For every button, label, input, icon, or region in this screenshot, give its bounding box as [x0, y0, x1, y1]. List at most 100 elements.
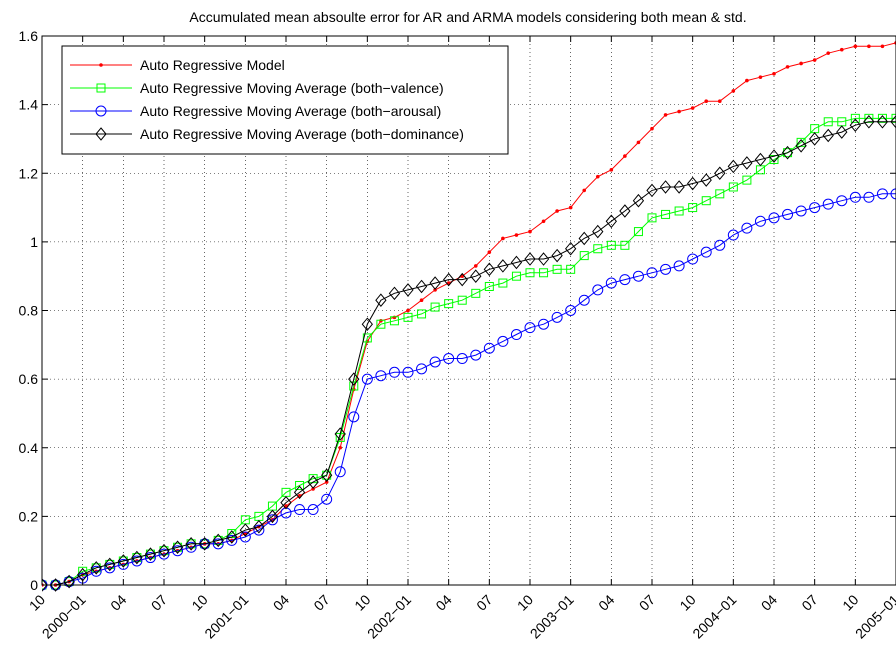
- chart-title: Accumulated mean absoulte error for AR a…: [189, 9, 746, 25]
- data-point: [731, 89, 736, 93]
- data-point: [823, 117, 833, 127]
- data-point: [334, 466, 346, 478]
- data-point: [551, 311, 563, 323]
- data-point: [742, 175, 752, 185]
- data-point: [541, 219, 546, 224]
- data-point: [650, 126, 654, 131]
- data-point: [64, 577, 74, 587]
- y-tick-label: 0.2: [19, 508, 39, 524]
- series-4: [42, 115, 896, 592]
- data-point: [839, 47, 844, 52]
- data-point: [539, 268, 549, 278]
- data-point: [433, 288, 437, 292]
- data-point: [551, 248, 563, 263]
- y-tick-label: 0.4: [19, 440, 39, 456]
- data-point: [338, 445, 343, 450]
- data-point: [95, 105, 107, 117]
- data-point: [444, 299, 454, 309]
- data-point: [592, 284, 604, 296]
- data-point: [633, 227, 643, 237]
- data-point: [99, 63, 103, 67]
- data-point: [537, 252, 550, 266]
- data-point: [876, 115, 889, 129]
- data-point: [514, 233, 519, 237]
- data-point: [117, 558, 129, 570]
- data-point: [388, 366, 400, 378]
- y-tick-label: 1.6: [19, 28, 39, 44]
- data-point: [606, 240, 616, 250]
- data-point: [768, 212, 780, 224]
- legend-entry: Auto Regressive Moving Average (both−aro…: [70, 103, 441, 119]
- x-tick-label: 04: [758, 591, 780, 613]
- data-point: [104, 562, 116, 574]
- data-point: [131, 550, 143, 565]
- y-tick-label: 0.8: [19, 303, 39, 319]
- data-point: [266, 509, 279, 524]
- data-point: [226, 530, 238, 544]
- series-layer: [42, 41, 896, 592]
- data-point: [595, 174, 600, 179]
- data-point: [457, 295, 467, 305]
- data-point: [700, 246, 712, 258]
- data-point: [701, 196, 711, 206]
- data-point: [768, 149, 780, 163]
- data-point: [524, 252, 536, 266]
- data-point: [582, 188, 587, 193]
- legend-label: Auto Regressive Moving Average (both−val…: [140, 80, 444, 96]
- data-point: [555, 209, 559, 213]
- x-tick-label: 2001−01: [201, 591, 251, 641]
- data-point: [796, 137, 806, 147]
- data-point: [754, 215, 766, 227]
- data-point: [728, 182, 738, 192]
- data-point: [661, 209, 671, 219]
- x-tick-label: 10: [351, 591, 373, 613]
- data-point: [566, 264, 576, 274]
- data-point: [470, 269, 482, 283]
- data-point: [226, 534, 238, 546]
- data-point: [647, 213, 657, 223]
- data-point: [361, 317, 373, 332]
- data-point: [212, 533, 224, 548]
- y-tick-label: 1.2: [19, 165, 39, 181]
- legend-label: Auto Regressive Moving Average (both−aro…: [140, 103, 441, 119]
- data-point: [443, 272, 455, 287]
- data-point: [578, 231, 590, 246]
- data-point: [185, 537, 197, 551]
- data-point: [239, 523, 251, 537]
- data-point: [321, 468, 333, 482]
- data-point: [677, 109, 681, 114]
- data-point: [700, 173, 712, 187]
- x-tick-label: 04: [270, 591, 292, 613]
- data-point: [646, 267, 658, 279]
- data-point: [863, 191, 875, 203]
- data-point: [525, 268, 535, 278]
- x-tick-label: 07: [473, 591, 495, 613]
- data-point: [609, 168, 614, 172]
- data-point: [95, 127, 107, 141]
- data-point: [375, 370, 387, 382]
- data-point: [280, 495, 292, 510]
- data-point: [781, 145, 794, 160]
- data-point: [239, 531, 251, 543]
- x-tick-label: 07: [636, 591, 658, 613]
- data-point: [822, 198, 834, 210]
- data-point: [470, 349, 482, 361]
- data-point: [809, 132, 821, 146]
- legend-entry: Auto Regressive Moving Average (both−dom…: [70, 126, 464, 142]
- data-point: [660, 263, 672, 275]
- data-point: [473, 264, 478, 268]
- x-tick-label: 10: [676, 591, 698, 613]
- data-point: [659, 180, 672, 194]
- data-point: [877, 113, 887, 123]
- data-point: [416, 363, 428, 375]
- data-point: [456, 272, 468, 287]
- data-point: [501, 236, 505, 241]
- data-point: [321, 493, 333, 505]
- data-point: [349, 381, 359, 391]
- data-point: [812, 58, 817, 62]
- legend: Auto Regressive Model Auto Regressive Mov…: [61, 45, 509, 155]
- data-point: [891, 113, 896, 123]
- data-point: [199, 537, 211, 551]
- data-point: [144, 552, 156, 564]
- data-point: [646, 183, 658, 198]
